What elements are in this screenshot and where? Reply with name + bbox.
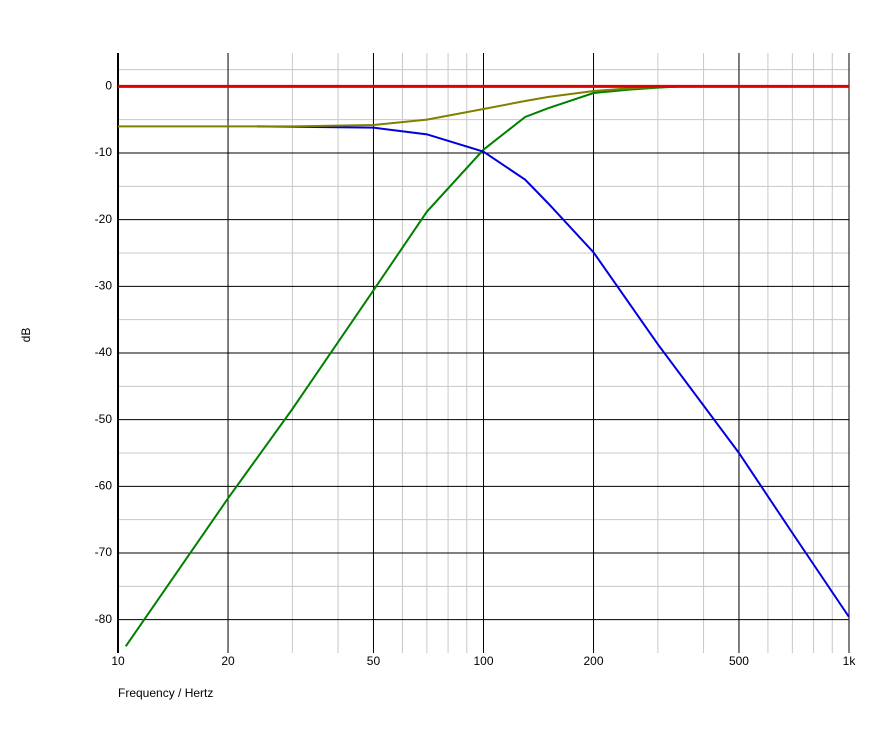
x-tick-label: 10 bbox=[111, 654, 125, 668]
line bbox=[256, 125, 849, 618]
x-tick-label: 50 bbox=[367, 654, 381, 668]
x-axis-label: Frequency / Hertz bbox=[118, 686, 213, 700]
y-tick-label: -20 bbox=[95, 212, 113, 226]
y-tick-label: 0 bbox=[105, 79, 112, 93]
x-tick-label: 20 bbox=[221, 654, 235, 668]
x-tick-label: 500 bbox=[729, 654, 749, 668]
line bbox=[118, 85, 674, 128]
y-tick-label: -30 bbox=[95, 279, 113, 293]
line bbox=[124, 85, 683, 647]
y-tick-label: -10 bbox=[95, 145, 113, 159]
x-tick-label: 100 bbox=[473, 654, 493, 668]
x-tick-label: 1k bbox=[843, 654, 857, 668]
y-tick-label: -80 bbox=[95, 612, 113, 626]
y-tick-label: -60 bbox=[95, 479, 113, 493]
y-tick-label: -40 bbox=[95, 345, 113, 359]
y-axis-label: dB bbox=[19, 328, 33, 343]
y-tick-label: -50 bbox=[95, 412, 113, 426]
y-tick-label: -70 bbox=[95, 545, 113, 559]
x-tick-label: 200 bbox=[584, 654, 604, 668]
